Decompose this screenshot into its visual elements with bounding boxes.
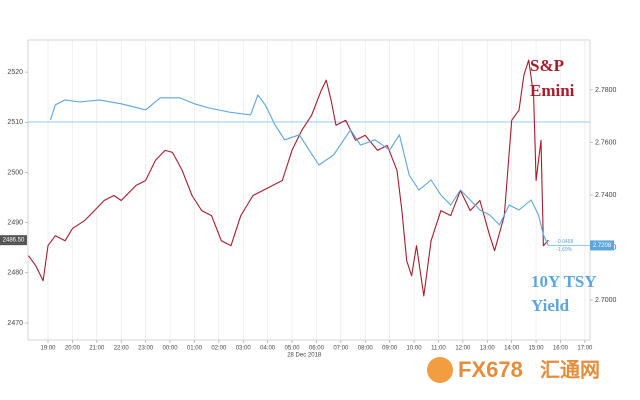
x-tick-label: 13:00 [480,346,496,352]
last-value-box [0,235,27,246]
last-value-label: 2486.50 [3,238,25,244]
y-tick-label: 2500 [7,169,23,176]
series-line [49,94,549,246]
change-pct-label: -1.69% [556,247,572,253]
x-tick-label: 03:00 [236,346,252,352]
series-line [28,59,549,297]
series-label: Emini [530,81,575,100]
date-label: 28 Dec 2018 [287,353,322,359]
x-tick-label: 20:00 [65,346,81,352]
last-value-box [590,240,614,251]
x-tick-label: 02:00 [211,346,227,352]
y-tick-label: 2470 [7,320,23,327]
series-label: Yield [531,296,570,315]
y-tick-label: 2510 [7,119,23,126]
x-tick-label: 10:00 [407,346,423,352]
x-tick-label: 04:00 [260,346,276,352]
x-tick-label: 12:00 [455,346,471,352]
watermark-logo [427,357,453,383]
x-tick-label: 22:00 [114,346,130,352]
y-tick-label: 2520 [7,69,23,76]
y2-tick-label: 2.7800 [595,87,617,94]
y2-tick-label: 2.7400 [595,192,617,199]
x-tick-label: 11:00 [431,346,446,352]
x-tick-label: 08:00 [358,346,374,352]
watermark: 汇通网 [540,358,600,381]
x-tick-label: 17:00 [577,346,593,352]
watermark: FX678 [458,357,523,382]
x-tick-label: 00:00 [163,346,179,352]
x-tick-label: 07:00 [333,346,349,352]
x-tick-label: 15:00 [529,346,545,352]
series-label: S&P [530,56,564,75]
y-tick-label: 2490 [7,219,23,226]
x-tick-label: 06:00 [309,346,325,352]
y-tick-label: 2480 [7,270,23,277]
x-tick-label: 01:00 [187,346,203,352]
x-tick-label: 16:00 [553,346,569,352]
x-tick-label: 23:00 [138,346,154,352]
x-tick-label: 19:00 [41,346,57,352]
plot-frame [27,39,591,341]
x-tick-label: 09:00 [382,346,398,352]
x-tick-label: 14:00 [504,346,520,352]
y2-tick-label: 2.7000 [595,297,617,304]
y2-tick-label: 2.7600 [595,139,617,146]
x-tick-label: 21:00 [89,346,105,352]
last-value-label: 2.7208 [593,243,612,249]
change-label: -0.0468 [556,239,573,245]
x-tick-label: 05:00 [285,346,301,352]
series-label: 10Y TSY [531,272,597,291]
